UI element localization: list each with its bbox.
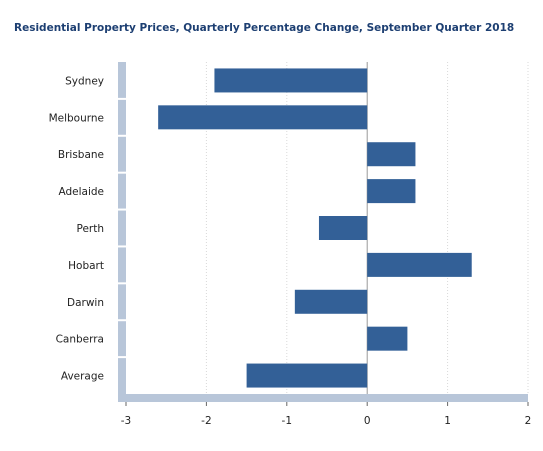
- category-label-brisbane: Brisbane: [58, 149, 104, 161]
- bar-average: [246, 363, 368, 388]
- axis-bands: [118, 62, 528, 402]
- category-label-canberra: Canberra: [56, 334, 104, 346]
- x-tick-label-4: 1: [444, 415, 451, 427]
- category-labels: Sydney Melbourne Brisbane Adelaide Perth Hoba…: [49, 75, 104, 382]
- bar-perth: [318, 216, 368, 240]
- x-tick-label-5: 2: [525, 415, 532, 427]
- x-tick-label-1: -2: [201, 415, 211, 427]
- bar-melbourne: [158, 105, 368, 130]
- category-label-hobart: Hobart: [68, 260, 104, 272]
- category-label-adelaide: Adelaide: [58, 186, 104, 198]
- x-tick-label-0: -3: [121, 415, 131, 427]
- category-label-average: Average: [61, 371, 104, 383]
- bar-darwin: [294, 289, 368, 314]
- category-label-sydney: Sydney: [65, 75, 104, 87]
- x-tick-label-2: -1: [282, 415, 292, 427]
- x-axis-ticks: -3 -2 -1 0 1 2: [121, 402, 532, 427]
- x-tick-label-3: 0: [364, 415, 371, 427]
- y-axis-band: [118, 62, 126, 402]
- bars: [158, 68, 472, 388]
- category-label-melbourne: Melbourne: [49, 112, 104, 124]
- chart-title: Residential Property Prices, Quarterly P…: [14, 22, 515, 34]
- x-axis-band: [118, 394, 528, 402]
- bar-sydney: [214, 68, 368, 93]
- bar-adelaide: [367, 179, 416, 204]
- category-label-perth: Perth: [76, 223, 104, 235]
- bar-canberra: [367, 326, 408, 351]
- category-label-darwin: Darwin: [67, 297, 104, 309]
- bar-brisbane: [367, 142, 416, 167]
- bar-hobart: [367, 252, 472, 277]
